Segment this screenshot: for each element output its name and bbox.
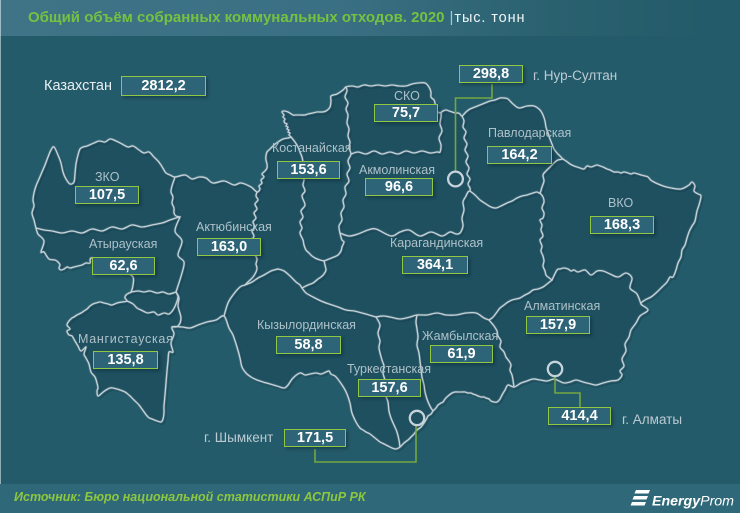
- svg-text:EnergyProm: EnergyProm: [652, 494, 734, 510]
